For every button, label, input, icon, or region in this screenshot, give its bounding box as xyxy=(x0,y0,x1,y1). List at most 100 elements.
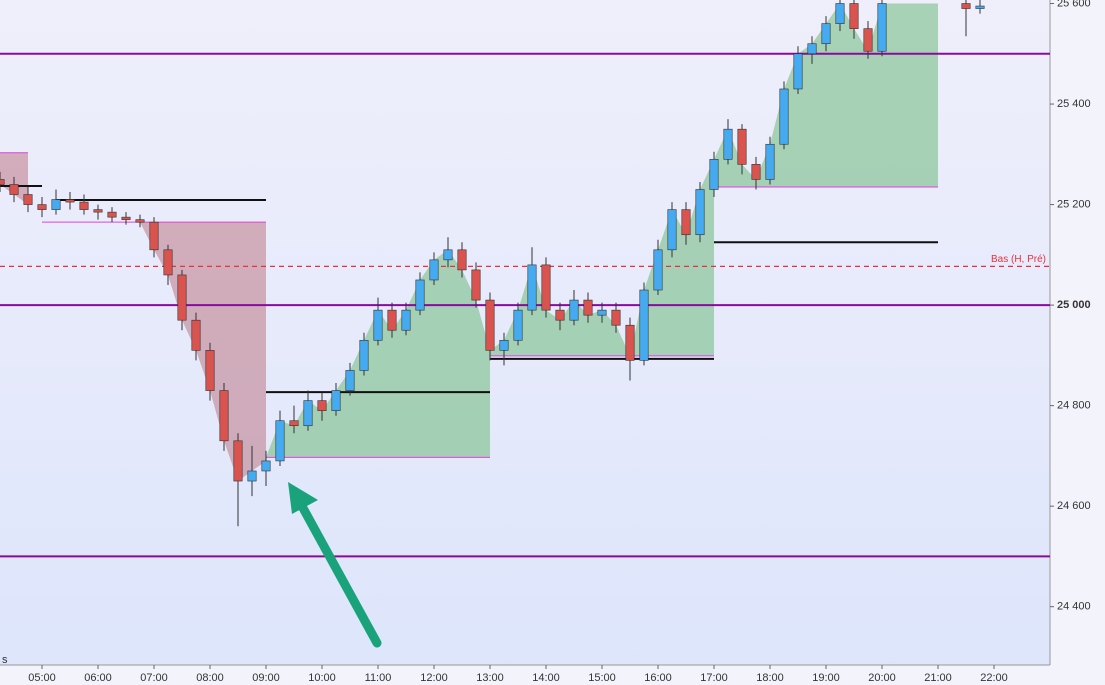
y-axis-panel xyxy=(1050,0,1105,685)
candle xyxy=(275,410,285,466)
candle xyxy=(975,0,985,14)
candle xyxy=(93,204,103,220)
y-tick-label: 25 200 xyxy=(1057,198,1091,210)
candle xyxy=(863,21,873,59)
candle-body xyxy=(485,299,495,351)
candle-body xyxy=(135,219,145,223)
y-tick-label: 25 600 xyxy=(1057,0,1091,9)
y-tick-label: 25 400 xyxy=(1057,98,1091,110)
candle xyxy=(723,119,733,165)
candle-body xyxy=(751,164,761,180)
candle xyxy=(37,197,47,218)
zone-fill xyxy=(42,222,266,482)
x-tick-label: 22:00 xyxy=(980,672,1008,684)
x-tick-label: 20:00 xyxy=(868,672,896,684)
x-tick-label: 12:00 xyxy=(420,672,448,684)
candle-body xyxy=(765,143,775,180)
candle-body xyxy=(303,400,313,427)
candle xyxy=(835,0,845,32)
candle xyxy=(429,252,439,285)
candle-body xyxy=(569,299,579,321)
candle xyxy=(737,124,747,175)
candle-body xyxy=(359,339,369,371)
corner-text: s xyxy=(2,654,8,666)
candle xyxy=(261,450,271,487)
candle xyxy=(625,317,635,381)
candle-body xyxy=(961,3,971,9)
candle-body xyxy=(513,309,523,341)
candle xyxy=(485,292,495,361)
candle xyxy=(569,290,579,326)
candle-body xyxy=(37,204,47,210)
candle xyxy=(597,302,607,323)
candle-body xyxy=(807,43,817,55)
candle-body xyxy=(443,249,453,261)
candle-body xyxy=(289,420,299,427)
candle-body xyxy=(317,400,327,411)
candle xyxy=(667,202,677,258)
arrow-head xyxy=(288,482,318,514)
candle xyxy=(219,383,229,451)
candle-body xyxy=(261,460,271,472)
candle-body xyxy=(415,279,425,311)
candle-body xyxy=(233,440,243,482)
zone-fill xyxy=(490,159,714,356)
candle xyxy=(65,192,75,210)
candle xyxy=(359,332,369,376)
candle-body xyxy=(23,194,33,205)
y-tick-label: 25 000 xyxy=(1057,299,1091,311)
candle-body xyxy=(275,420,285,462)
candle-body xyxy=(331,390,341,411)
candle xyxy=(821,16,831,52)
candle-body xyxy=(247,470,257,482)
candle-body xyxy=(681,209,691,236)
x-tick-label: 14:00 xyxy=(532,672,560,684)
candle-body xyxy=(219,390,229,442)
candle xyxy=(401,302,411,336)
candle xyxy=(611,302,621,333)
plot: Bas (H, Pré) xyxy=(0,0,1050,558)
candle xyxy=(373,297,383,346)
x-tick-label: 08:00 xyxy=(196,672,224,684)
candle-body xyxy=(429,259,439,281)
candle xyxy=(457,242,467,278)
x-axis-panel xyxy=(0,665,1105,685)
candle-body xyxy=(93,209,103,213)
candle-body xyxy=(0,179,5,185)
candle-body xyxy=(541,264,551,311)
candle xyxy=(765,136,775,185)
candle-body xyxy=(555,309,565,321)
candle-body xyxy=(611,309,621,326)
arrow xyxy=(288,482,382,648)
candle-body xyxy=(177,274,187,321)
x-tick-label: 05:00 xyxy=(28,672,56,684)
x-tick-label: 10:00 xyxy=(308,672,336,684)
zone-fill xyxy=(266,249,490,458)
candle-body xyxy=(205,350,215,391)
candle xyxy=(513,302,523,346)
x-tick-label: 13:00 xyxy=(476,672,504,684)
candle xyxy=(793,46,803,94)
candle-body xyxy=(583,299,593,316)
candle xyxy=(499,332,509,366)
candle xyxy=(443,237,453,268)
x-tick-label: 16:00 xyxy=(644,672,672,684)
candle-body xyxy=(149,221,159,251)
candle xyxy=(79,194,89,215)
candle xyxy=(317,393,327,421)
candle xyxy=(555,302,565,331)
candle-body xyxy=(107,211,117,218)
candle-body xyxy=(723,128,733,160)
y-tick-label: 24 800 xyxy=(1057,400,1091,412)
candle xyxy=(653,239,663,296)
candle xyxy=(247,445,257,497)
candle xyxy=(23,186,33,213)
candle xyxy=(639,282,649,366)
candle xyxy=(331,383,341,416)
candle xyxy=(289,405,299,434)
candle-body xyxy=(457,249,467,271)
candle xyxy=(51,189,61,215)
candle-body xyxy=(835,3,845,24)
candle xyxy=(471,262,481,308)
candle xyxy=(303,390,313,431)
